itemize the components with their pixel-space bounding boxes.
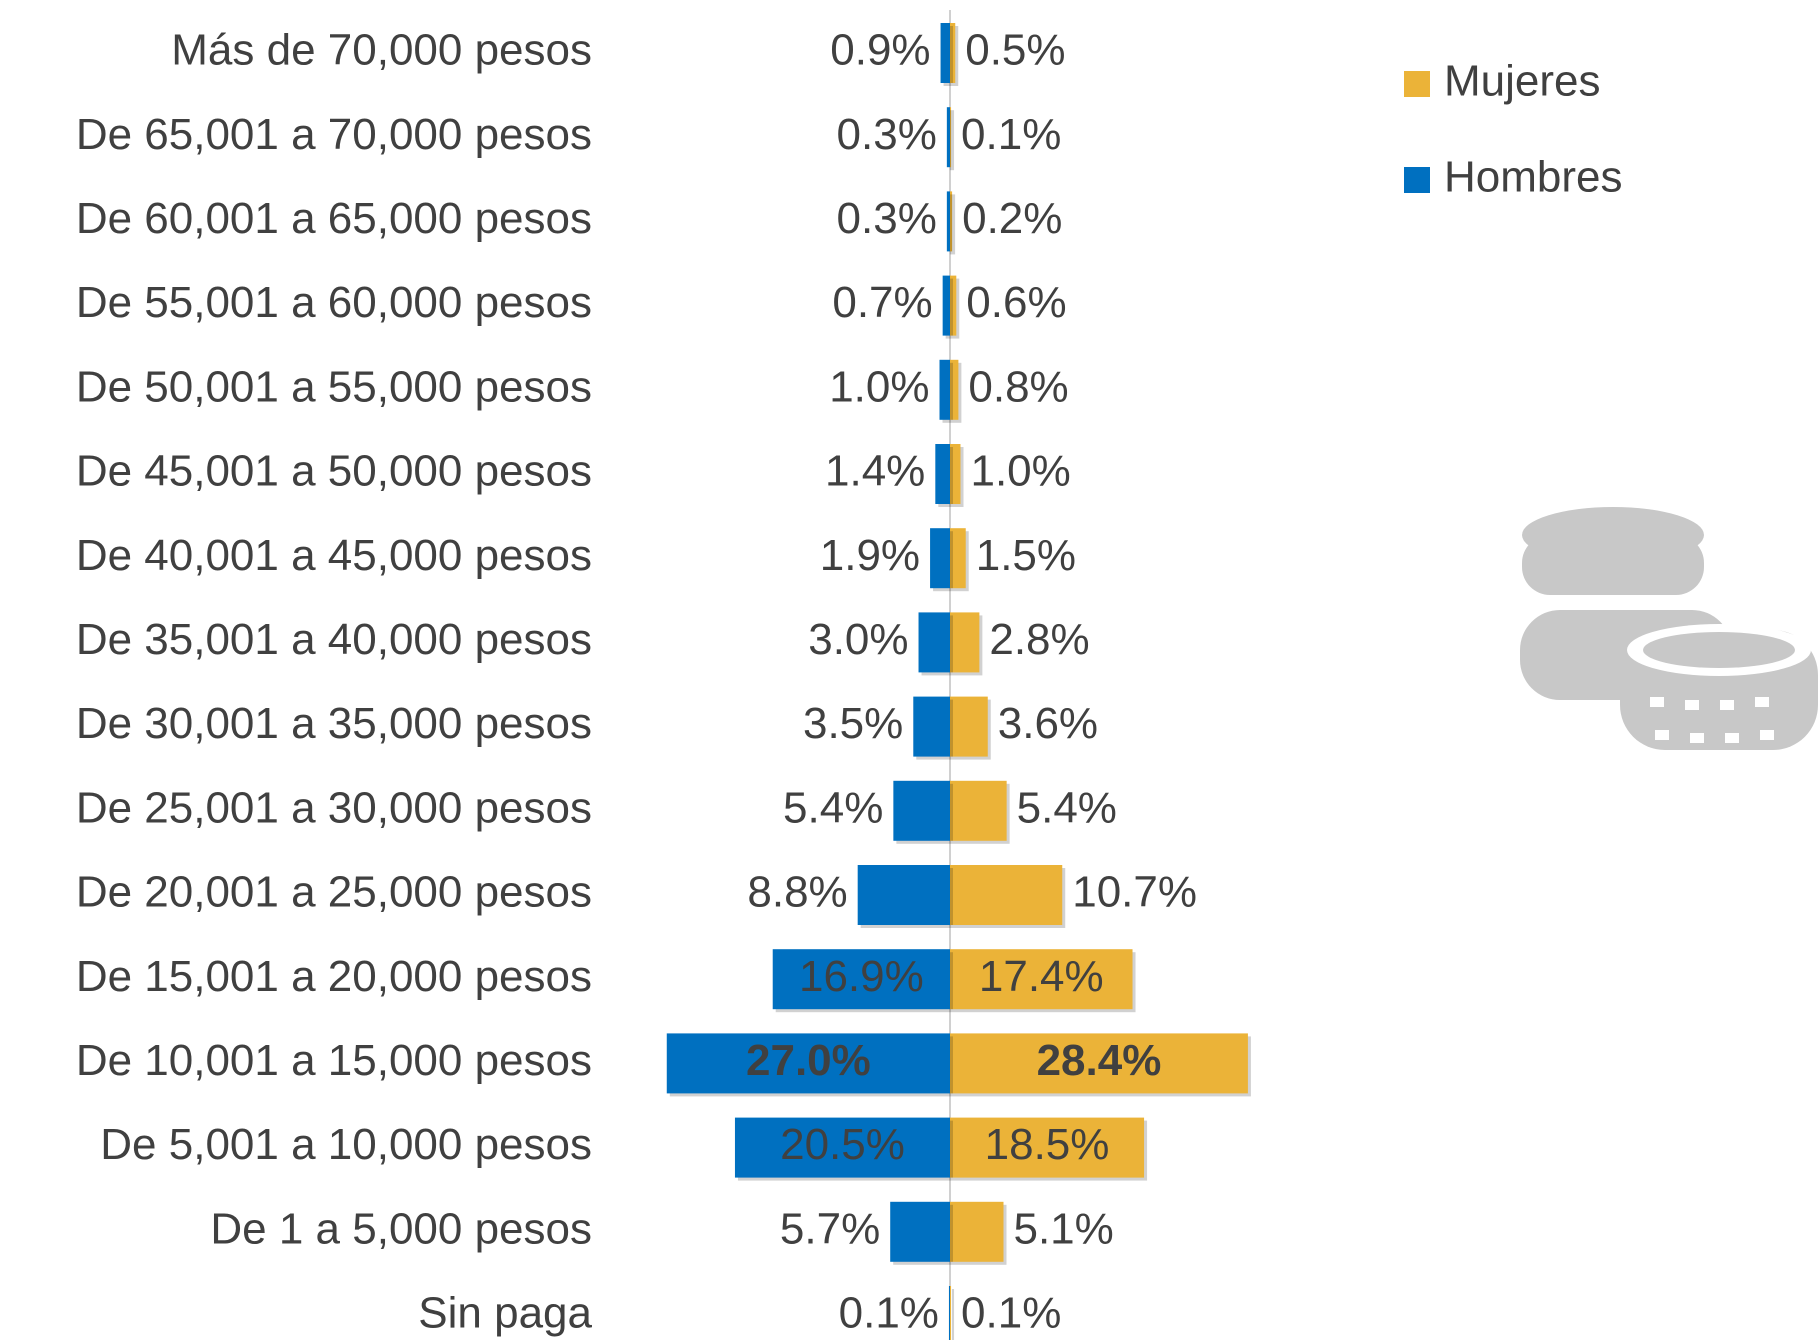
value-label: 0.9% <box>830 26 930 75</box>
value-label: 3.6% <box>998 699 1098 748</box>
value-label: 5.7% <box>780 1204 880 1253</box>
bar <box>666 1033 950 1094</box>
value-label: 1.4% <box>825 447 925 496</box>
coins-icon <box>1520 507 1818 750</box>
value-label: 0.3% <box>837 110 937 159</box>
bar <box>950 1033 1248 1094</box>
value-label: 0.5% <box>965 26 1065 75</box>
value-label: 3.5% <box>803 699 903 748</box>
value-label: 17.4% <box>979 952 1104 1001</box>
value-label: 0.1% <box>961 110 1061 159</box>
category-label: De 5,001 a 10,000 pesos <box>100 1120 592 1169</box>
value-label: 0.7% <box>832 278 932 327</box>
bar <box>950 696 988 757</box>
legend-swatch <box>1404 71 1430 97</box>
bar <box>940 23 950 83</box>
value-label: 5.1% <box>1013 1204 1113 1253</box>
category-label: Más de 70,000 pesos <box>171 26 592 75</box>
bar <box>942 275 950 336</box>
bar <box>890 1201 950 1262</box>
value-label: 1.0% <box>970 447 1070 496</box>
bar <box>950 275 957 336</box>
category-label: De 55,001 a 60,000 pesos <box>76 278 592 327</box>
category-label: De 35,001 a 40,000 pesos <box>76 615 592 664</box>
value-label: 8.8% <box>747 868 847 917</box>
category-label: De 25,001 a 30,000 pesos <box>76 783 592 832</box>
bar <box>893 780 950 841</box>
value-label: 1.9% <box>820 531 920 580</box>
value-label: 18.5% <box>985 1120 1110 1169</box>
category-label: De 1 a 5,000 pesos <box>210 1204 592 1253</box>
bar <box>950 444 961 504</box>
bar <box>946 107 950 168</box>
value-label: 20.5% <box>780 1120 905 1169</box>
bar <box>950 1201 1004 1262</box>
bar <box>950 1286 952 1340</box>
category-label: De 65,001 a 70,000 pesos <box>76 110 592 159</box>
bar <box>939 359 950 420</box>
value-label: 0.2% <box>962 194 1062 243</box>
legend-swatch <box>1404 167 1430 193</box>
value-label: 10.7% <box>1072 868 1197 917</box>
bar <box>948 1286 950 1340</box>
bar <box>913 696 950 757</box>
bar <box>953 110 955 171</box>
value-label: 0.1% <box>961 1289 1061 1338</box>
bar <box>949 194 953 255</box>
category-label: De 40,001 a 45,000 pesos <box>76 531 592 580</box>
bar <box>950 107 952 168</box>
category-label: De 60,001 a 65,000 pesos <box>76 194 592 243</box>
bar <box>950 949 1133 1010</box>
bar <box>857 865 950 925</box>
category-label: De 15,001 a 20,000 pesos <box>76 952 592 1001</box>
legend-label: Mujeres <box>1444 57 1601 106</box>
value-label: 1.0% <box>829 362 929 411</box>
category-label: De 20,001 a 25,000 pesos <box>76 868 592 917</box>
bar <box>950 359 959 420</box>
value-label: 0.8% <box>968 362 1068 411</box>
bar <box>734 1117 950 1178</box>
bar <box>946 191 950 252</box>
value-label: 2.8% <box>989 615 1089 664</box>
value-label: 3.0% <box>808 615 908 664</box>
bar <box>953 26 959 86</box>
value-label: 28.4% <box>1037 1036 1162 1085</box>
bar <box>953 194 956 255</box>
category-label: De 50,001 a 55,000 pesos <box>76 362 592 411</box>
bar <box>950 191 953 252</box>
bar <box>918 612 950 673</box>
bar <box>951 1289 953 1340</box>
bar <box>950 865 1063 925</box>
bar <box>950 1117 1145 1178</box>
bar <box>935 444 950 504</box>
category-label: De 30,001 a 35,000 pesos <box>76 699 592 748</box>
value-label: 5.4% <box>783 783 883 832</box>
bar <box>930 528 950 589</box>
bar <box>950 780 1007 841</box>
category-label: Sin paga <box>418 1289 592 1338</box>
value-label: 5.4% <box>1017 783 1117 832</box>
value-label: 0.1% <box>839 1289 939 1338</box>
bar <box>949 110 953 171</box>
bar <box>950 528 966 589</box>
bar <box>950 23 956 83</box>
value-label: 0.6% <box>966 278 1066 327</box>
bar <box>953 1289 955 1340</box>
bar <box>950 612 980 673</box>
value-label: 16.9% <box>799 952 924 1001</box>
value-label: 27.0% <box>746 1036 871 1085</box>
value-label: 1.5% <box>976 531 1076 580</box>
legend-label: Hombres <box>1444 153 1623 202</box>
category-label: De 45,001 a 50,000 pesos <box>76 447 592 496</box>
value-label: 0.3% <box>837 194 937 243</box>
bar <box>772 949 950 1010</box>
category-label: De 10,001 a 15,000 pesos <box>76 1036 592 1085</box>
